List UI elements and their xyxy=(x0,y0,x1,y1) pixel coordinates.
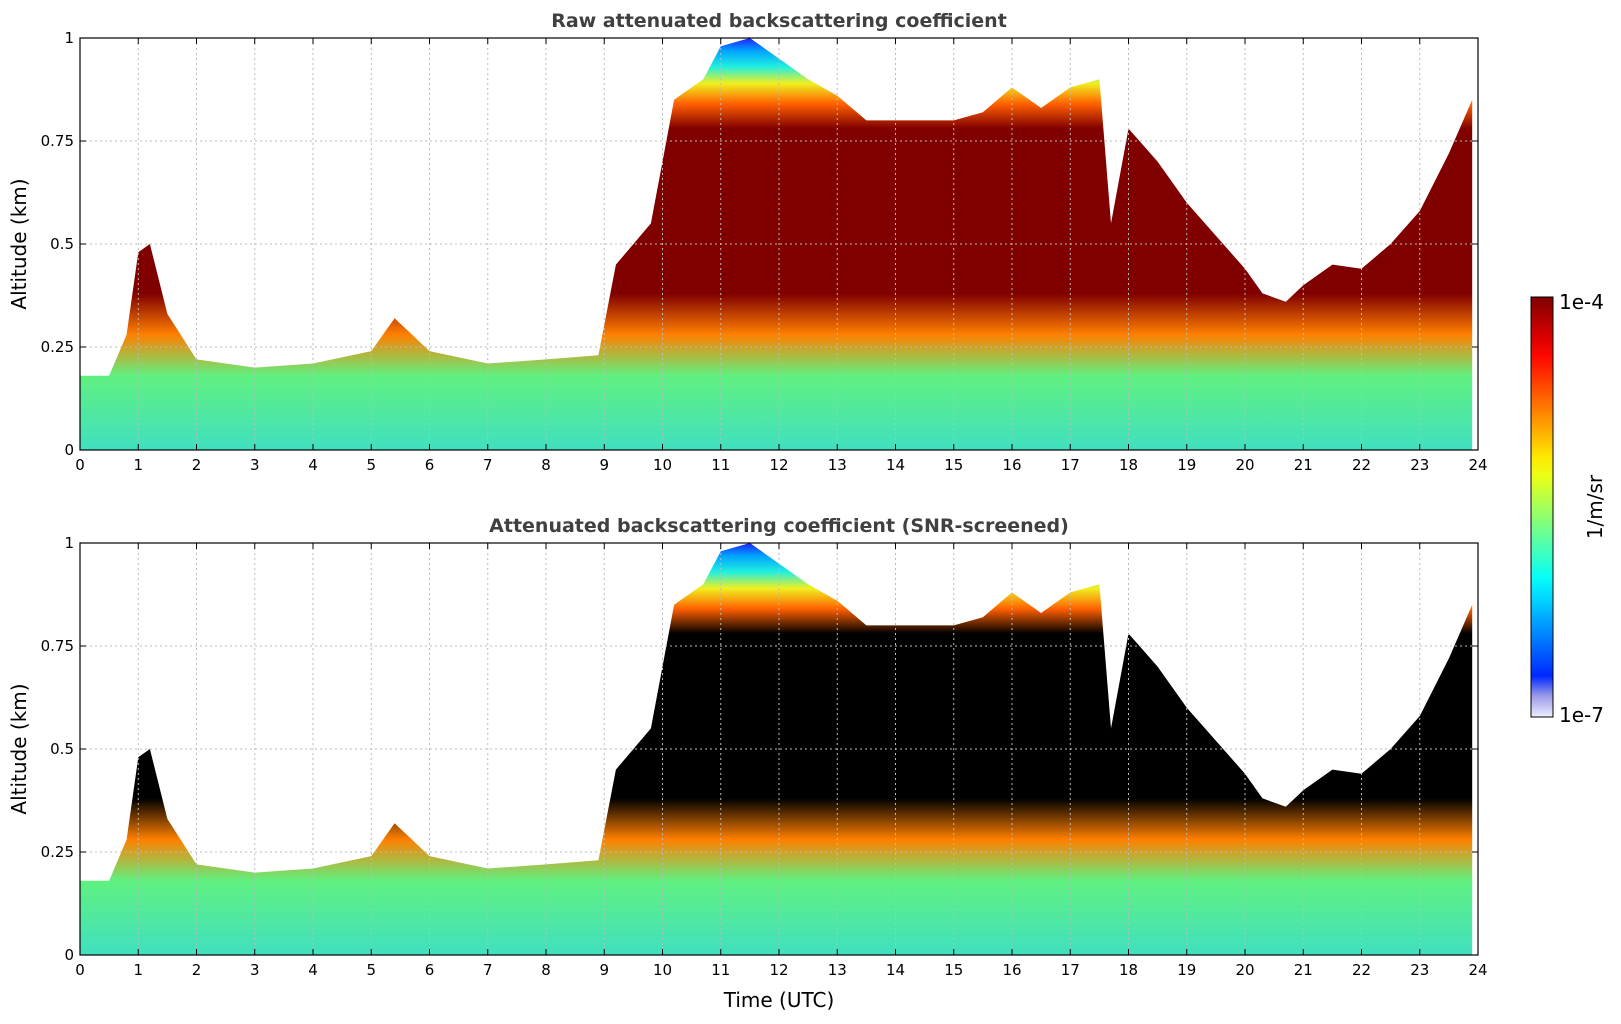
panel-1: 0 1 2 3 4 5 6 7 8 9 10 11 12 13 14 15 16 17 18 19 20 21 22 23 24… xyxy=(7,10,1488,474)
x-tick-label: 1 xyxy=(133,961,143,979)
x-tick-label: 10 xyxy=(653,456,672,474)
x-tick-label: 16 xyxy=(1002,961,1021,979)
y-tick-label: 0.5 xyxy=(50,235,74,253)
x-tick-label: 14 xyxy=(886,961,905,979)
x-tick-label: 5 xyxy=(366,961,376,979)
x-tick-label: 18 xyxy=(1119,961,1138,979)
y-axis-label: Altitude (km) xyxy=(7,683,31,814)
x-tick-label: 22 xyxy=(1352,961,1371,979)
x-tick-label: 15 xyxy=(944,456,963,474)
x-tick-label: 6 xyxy=(425,961,435,979)
x-tick-label: 0 xyxy=(75,456,85,474)
x-tick-label: 10 xyxy=(653,961,672,979)
x-tick-label: 5 xyxy=(366,456,376,474)
y-tick-label: 0 xyxy=(64,946,74,964)
x-tick-label: 18 xyxy=(1119,456,1138,474)
y-tick-label: 0 xyxy=(64,441,74,459)
panel-title: Attenuated backscattering coefficient (S… xyxy=(489,515,1069,537)
x-tick-label: 24 xyxy=(1468,961,1487,979)
x-tick-label: 20 xyxy=(1235,961,1254,979)
x-tick-label: 23 xyxy=(1410,961,1429,979)
x-tick-label: 22 xyxy=(1352,456,1371,474)
panel-2: 0 1 2 3 4 5 6 7 8 9 10 11 12 13 14 15 16 17 18 19 20 21 22 23 24… xyxy=(7,515,1488,1012)
y-tick-label: 0.5 xyxy=(50,740,74,758)
x-tick-label: 11 xyxy=(711,961,730,979)
colorbar-scale xyxy=(1530,296,1554,718)
y-tick-label: 1 xyxy=(64,29,74,47)
x-tick-label: 6 xyxy=(425,456,435,474)
x-axis-label: Time (UTC) xyxy=(723,988,835,1012)
x-tick-label: 19 xyxy=(1177,456,1196,474)
x-tick-label: 4 xyxy=(308,456,318,474)
x-tick-label: 21 xyxy=(1294,961,1313,979)
x-tick-label: 12 xyxy=(769,456,788,474)
x-tick-label: 20 xyxy=(1235,456,1254,474)
x-tick-label: 11 xyxy=(711,456,730,474)
x-tick-label: 9 xyxy=(599,456,609,474)
x-tick-label: 13 xyxy=(828,961,847,979)
colorbar: 1e-4 1e-7 1/m/sr xyxy=(1530,290,1607,727)
x-tick-label: 9 xyxy=(599,961,609,979)
colorbar-unit-label: 1/m/sr xyxy=(1583,474,1607,539)
x-tick-label: 7 xyxy=(483,456,493,474)
x-tick-label: 7 xyxy=(483,961,493,979)
y-tick-label: 0.75 xyxy=(41,637,74,655)
x-tick-label: 8 xyxy=(541,961,551,979)
x-tick-label: 1 xyxy=(133,456,143,474)
x-tick-label: 17 xyxy=(1061,456,1080,474)
x-tick-label: 17 xyxy=(1061,961,1080,979)
x-tick-label: 4 xyxy=(308,961,318,979)
x-tick-label: 15 xyxy=(944,961,963,979)
x-tick-label: 13 xyxy=(828,456,847,474)
x-tick-label: 23 xyxy=(1410,456,1429,474)
colorbar-min-label: 1e-7 xyxy=(1559,703,1604,727)
panel-title: Raw attenuated backscattering coefficien… xyxy=(551,10,1007,32)
x-tick-label: 19 xyxy=(1177,961,1196,979)
y-tick-label: 0.25 xyxy=(41,338,74,356)
y-tick-label: 0.25 xyxy=(41,843,74,861)
colorbar-max-label: 1e-4 xyxy=(1559,290,1604,314)
x-tick-label: 12 xyxy=(769,961,788,979)
x-tick-label: 8 xyxy=(541,456,551,474)
x-tick-label: 3 xyxy=(250,456,260,474)
x-tick-label: 2 xyxy=(192,961,202,979)
x-tick-label: 21 xyxy=(1294,456,1313,474)
y-axis-label: Altitude (km) xyxy=(7,178,31,309)
x-tick-label: 24 xyxy=(1468,456,1487,474)
x-tick-label: 2 xyxy=(192,456,202,474)
x-tick-label: 3 xyxy=(250,961,260,979)
x-tick-label: 0 xyxy=(75,961,85,979)
x-tick-label: 14 xyxy=(886,456,905,474)
y-tick-label: 1 xyxy=(64,534,74,552)
y-tick-label: 0.75 xyxy=(41,132,74,150)
x-tick-label: 16 xyxy=(1002,456,1021,474)
